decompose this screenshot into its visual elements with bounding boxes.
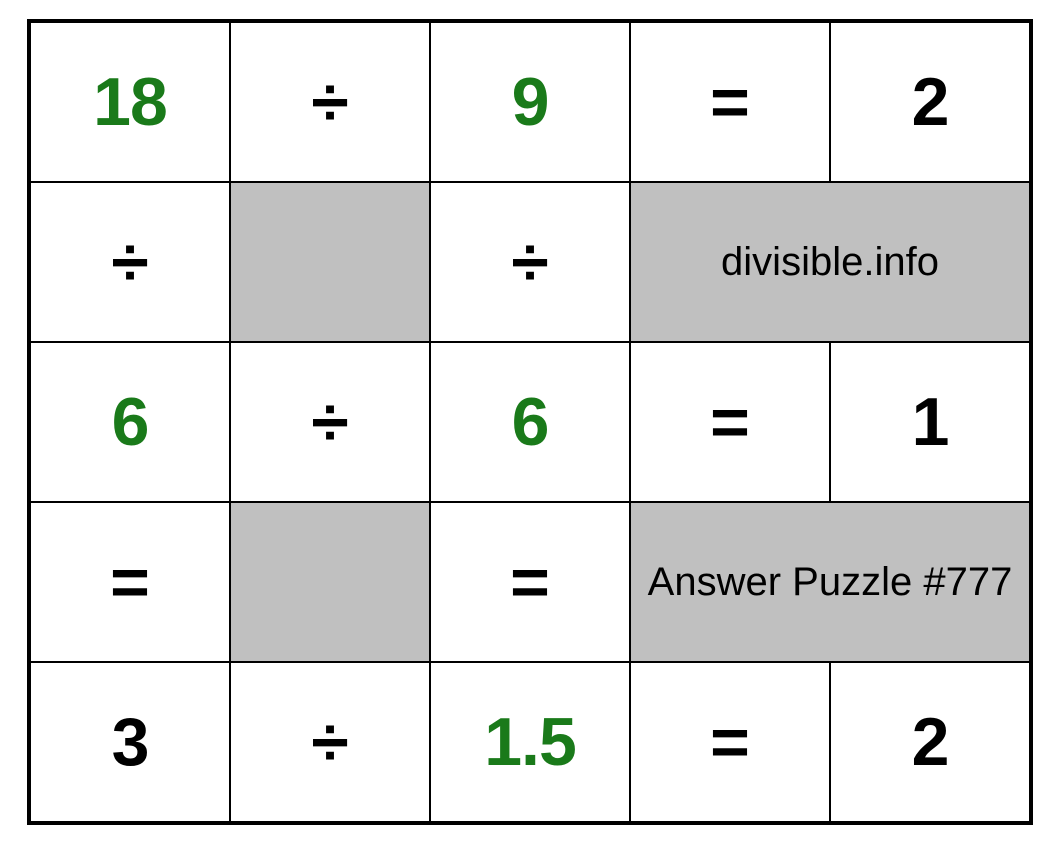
equals-operator: = [710,383,750,461]
division-puzzle-grid: 18 ÷ 9 = 2 ÷ ÷ divisible.info 6 ÷ 6 = 1 … [27,19,1033,825]
number-cell: 1.5 [430,662,630,822]
puzzle-id-label: Answer Puzzle #777 [648,558,1013,606]
equals-operator: = [710,703,750,781]
number-cell: 6 [430,342,630,502]
number-value: 1 [912,383,949,461]
number-value: 6 [512,383,549,461]
operator-cell: = [430,502,630,662]
number-cell: 18 [30,22,230,182]
operator-cell: ÷ [230,22,430,182]
number-value: 18 [93,63,167,141]
equals-operator: = [110,543,150,621]
number-cell: 2 [830,662,1030,822]
divide-operator: ÷ [311,703,348,781]
number-value: 3 [112,703,149,781]
divide-operator: ÷ [111,223,148,301]
number-value: 6 [112,383,149,461]
puzzle-row: ÷ ÷ divisible.info [30,182,1030,342]
number-value: 1.5 [484,703,576,781]
operator-cell: = [630,22,830,182]
divide-operator: ÷ [511,223,548,301]
puzzle-row: 6 ÷ 6 = 1 [30,342,1030,502]
operator-cell: = [30,502,230,662]
number-value: 2 [912,63,949,141]
equals-operator: = [710,63,750,141]
operator-cell: = [630,342,830,502]
operator-cell: ÷ [230,342,430,502]
operator-cell: ÷ [430,182,630,342]
info-label-cell: divisible.info [630,182,1030,342]
puzzle-row: = = Answer Puzzle #777 [30,502,1030,662]
puzzle-row: 3 ÷ 1.5 = 2 [30,662,1030,822]
empty-cell [230,182,430,342]
divide-operator: ÷ [311,63,348,141]
operator-cell: ÷ [30,182,230,342]
operator-cell: ÷ [230,662,430,822]
site-label: divisible.info [721,238,939,286]
puzzle-id-cell: Answer Puzzle #777 [630,502,1030,662]
number-cell: 1 [830,342,1030,502]
puzzle-row: 18 ÷ 9 = 2 [30,22,1030,182]
empty-cell [230,502,430,662]
divide-operator: ÷ [311,383,348,461]
number-cell: 3 [30,662,230,822]
equals-operator: = [510,543,550,621]
number-value: 2 [912,703,949,781]
number-cell: 2 [830,22,1030,182]
number-cell: 9 [430,22,630,182]
operator-cell: = [630,662,830,822]
number-value: 9 [512,63,549,141]
number-cell: 6 [30,342,230,502]
